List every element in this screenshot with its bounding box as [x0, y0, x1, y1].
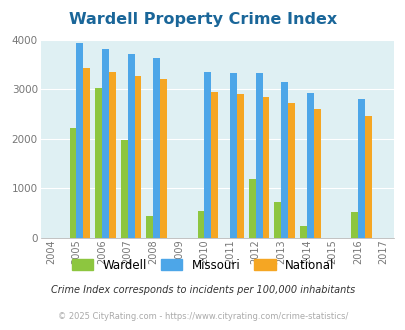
- Bar: [237, 94, 243, 238]
- Bar: [248, 179, 255, 238]
- Legend: Wardell, Missouri, National: Wardell, Missouri, National: [68, 255, 337, 275]
- Bar: [274, 202, 281, 238]
- Bar: [153, 58, 160, 238]
- Bar: [204, 72, 211, 238]
- Bar: [313, 110, 320, 238]
- Bar: [69, 128, 76, 238]
- Bar: [146, 216, 153, 238]
- Bar: [120, 140, 127, 238]
- Text: Wardell Property Crime Index: Wardell Property Crime Index: [69, 12, 336, 26]
- Bar: [350, 212, 357, 238]
- Bar: [109, 72, 115, 238]
- Bar: [76, 43, 83, 238]
- Bar: [211, 92, 218, 238]
- Bar: [160, 79, 166, 238]
- Bar: [357, 99, 364, 238]
- Bar: [306, 93, 313, 238]
- Bar: [364, 116, 371, 238]
- Bar: [197, 211, 204, 238]
- Bar: [127, 54, 134, 238]
- Bar: [95, 88, 102, 238]
- Bar: [255, 73, 262, 238]
- Bar: [299, 226, 306, 238]
- Bar: [83, 68, 90, 238]
- Bar: [288, 103, 294, 238]
- Bar: [281, 82, 288, 238]
- Bar: [134, 76, 141, 238]
- Text: © 2025 CityRating.com - https://www.cityrating.com/crime-statistics/: © 2025 CityRating.com - https://www.city…: [58, 312, 347, 321]
- Bar: [102, 49, 109, 238]
- Bar: [230, 73, 237, 238]
- Bar: [262, 97, 269, 238]
- Text: Crime Index corresponds to incidents per 100,000 inhabitants: Crime Index corresponds to incidents per…: [51, 285, 354, 295]
